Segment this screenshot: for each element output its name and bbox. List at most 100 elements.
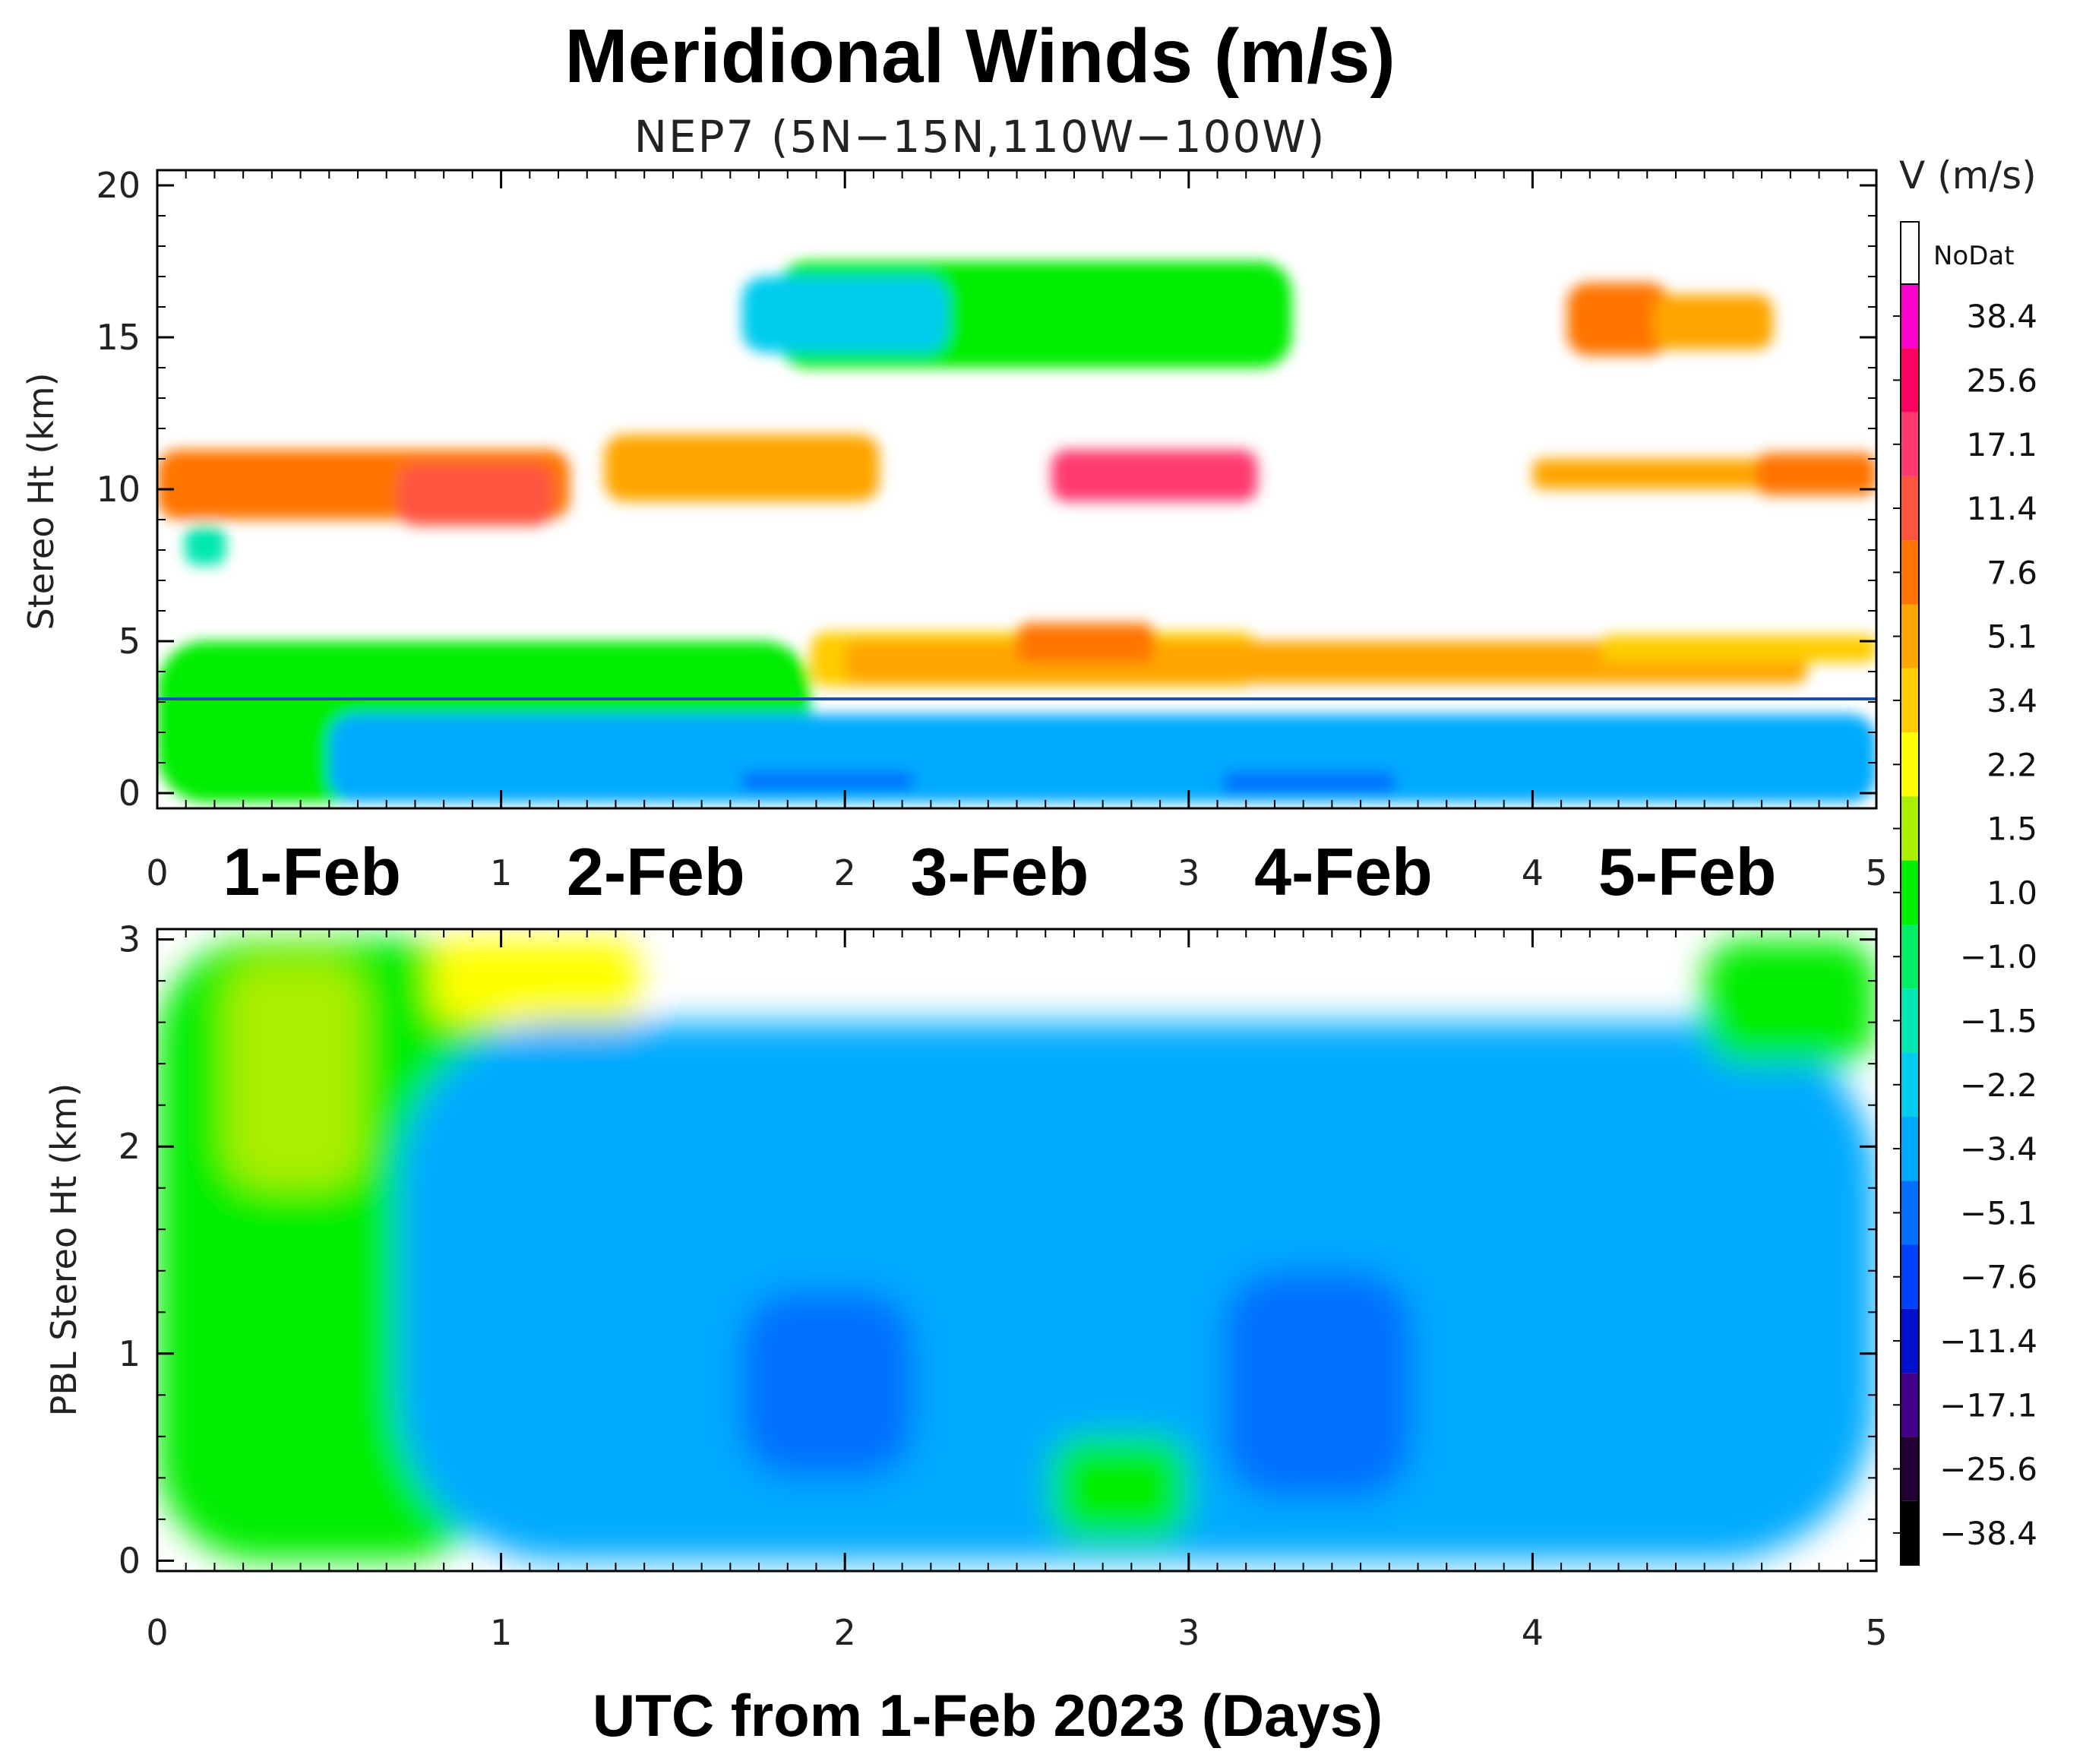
lower-y-tick-label: 0 <box>119 1540 141 1581</box>
colorbar-level-label: 1.0 <box>1987 874 2037 912</box>
upper-axis-ticks: 0 5 10 15 20 0 1 2 3 4 5 <box>96 165 1887 893</box>
colorbar-cell <box>1901 1437 1919 1501</box>
colorbar-cell <box>1901 1308 1919 1374</box>
upper-wind-region-11 <box>1652 295 1774 349</box>
colorbar-level-label: −1.0 <box>1960 938 2037 975</box>
upper-x-tick-label: 2 <box>834 852 856 893</box>
colorbar-level-label: 25.6 <box>1966 362 2037 400</box>
lower-wind-region-2 <box>226 959 364 1188</box>
upper-y-axis-label: Stereo Ht (km) <box>21 372 62 630</box>
colorbar-level-label: −17.1 <box>1939 1386 2037 1424</box>
colorbar-frame <box>1900 283 1920 1566</box>
colorbar-level-label: 38.4 <box>1966 298 2037 335</box>
upper-wind-field <box>157 261 1876 802</box>
upper-wind-region-15 <box>1051 450 1258 501</box>
colorbar-level-label: 3.4 <box>1987 682 2037 719</box>
colorbar-nodata-cell: NoDat <box>1900 221 2015 285</box>
lower-wind-region-5 <box>1223 1270 1412 1499</box>
upper-wind-region-4 <box>1223 772 1396 793</box>
upper-panel: 0 5 10 15 20 0 1 2 3 4 5 Stereo Ht (km) <box>21 165 1888 893</box>
colorbar-cell <box>1901 732 1919 797</box>
lower-y-axis-label: PBL Stereo Ht (km) <box>43 1083 84 1417</box>
day-label: 3-Feb <box>911 834 1089 909</box>
colorbar-level-label: 2.2 <box>1987 746 2037 783</box>
day-label: 4-Feb <box>1254 834 1433 909</box>
day-label: 2-Feb <box>567 834 745 909</box>
chart-title: Meridional Winds (m/s) <box>564 14 1396 99</box>
lower-axis-ticks: 0 1 2 3 0 1 2 3 4 5 <box>119 919 1888 1653</box>
day-labels: 1-Feb 2-Feb 3-Feb 4-Feb 5-Feb <box>223 834 1776 909</box>
colorbar-level-label: −1.5 <box>1960 1003 2037 1040</box>
lower-x-tick-label: 5 <box>1865 1612 1887 1653</box>
colorbar-cell <box>1901 1500 1919 1565</box>
colorbar-cell <box>1901 348 1919 413</box>
colorbar-level-label: −5.1 <box>1960 1194 2037 1231</box>
lower-x-tick-label: 2 <box>834 1612 856 1653</box>
upper-wind-region-2 <box>329 714 1876 802</box>
upper-plot-frame <box>156 169 1878 810</box>
lower-wind-region-4 <box>741 1291 914 1478</box>
colorbar-cell <box>1901 1116 1919 1181</box>
colorbar-cells: 38.4 25.6 17.1 11.4 7.6 5.1 3.4 2.2 1.5 1.0 −1.0 −1… <box>1893 283 2037 1566</box>
upper-x-tick-label: 1 <box>490 852 512 893</box>
lower-x-tick-label: 0 <box>146 1612 168 1653</box>
lower-x-tick-label: 1 <box>490 1612 512 1653</box>
colorbar-level-label: 5.1 <box>1987 618 2037 656</box>
lower-wind-region-6 <box>1051 1436 1189 1541</box>
lower-panel: 0 1 2 3 0 1 2 3 4 5 PBL Stereo Ht (km) <box>43 919 1888 1653</box>
upper-y-tick-label: 10 <box>96 469 141 510</box>
colorbar-level-label: −11.4 <box>1939 1323 2037 1360</box>
lower-y-tick-label: 1 <box>119 1333 141 1374</box>
upper-wind-region-13 <box>397 465 553 526</box>
colorbar-cell <box>1901 540 1919 605</box>
upper-wind-region-10 <box>1566 283 1671 356</box>
colorbar-cell <box>1901 604 1919 669</box>
colorbar-title: V (m/s) <box>1899 153 2037 198</box>
colorbar-cell <box>1901 1052 1919 1117</box>
colorbar-level-label: −38.4 <box>1939 1515 2037 1552</box>
colorbar-cell <box>1901 1373 1919 1437</box>
upper-y-tick-label: 15 <box>96 317 141 358</box>
colorbar-cell <box>1901 284 1919 349</box>
colorbar-level-label: 17.1 <box>1966 426 2037 463</box>
day-label: 1-Feb <box>223 834 401 909</box>
colorbar-cell <box>1901 988 1919 1053</box>
x-axis-title: UTC from 1-Feb 2023 (Days) <box>593 1682 1383 1749</box>
colorbar-level-label: −25.6 <box>1939 1451 2037 1488</box>
chart-subtitle: NEP7 (5N−15N,110W−100W) <box>634 111 1326 163</box>
lower-wind-field <box>157 939 1876 1561</box>
upper-wind-region-6 <box>1016 623 1155 662</box>
lower-x-tick-label: 3 <box>1177 1612 1200 1653</box>
colorbar-level-label: 1.5 <box>1987 811 2037 848</box>
colorbar-level-label: −2.2 <box>1960 1067 2037 1104</box>
upper-y-tick-label: 20 <box>96 165 141 206</box>
colorbar-level-label: 7.6 <box>1987 554 2037 591</box>
upper-x-tick-label: 4 <box>1522 852 1544 893</box>
colorbar-nodata-label: NoDat <box>1933 241 2015 271</box>
colorbar-cell <box>1901 1244 1919 1309</box>
upper-wind-region-17 <box>1756 453 1876 495</box>
lower-wind-region-1 <box>432 939 639 1023</box>
colorbar-cell <box>1901 668 1919 733</box>
lower-wind-region-7 <box>1704 939 1876 1064</box>
colorbar-cell <box>1901 476 1919 541</box>
colorbar-cell <box>1901 860 1919 925</box>
upper-wind-region-7 <box>1601 635 1876 662</box>
upper-wind-region-18 <box>185 526 226 565</box>
upper-wind-region-9 <box>741 277 948 352</box>
upper-y-tick-label: 5 <box>119 621 141 662</box>
lower-y-tick-label: 2 <box>119 1126 141 1167</box>
colorbar: V (m/s) NoDat 38.4 25.6 17.1 11.4 7.6 5.1 3.4 2… <box>1893 153 2037 1566</box>
lower-plot-frame <box>156 928 1878 1573</box>
colorbar-cell <box>1901 796 1919 861</box>
colorbar-cell <box>1901 925 1919 989</box>
upper-x-tick-label: 3 <box>1177 852 1200 893</box>
upper-x-tick-label: 0 <box>146 852 168 893</box>
colorbar-cell <box>1901 1181 1919 1245</box>
upper-wind-region-14 <box>604 435 880 501</box>
lower-y-tick-label: 3 <box>119 919 141 960</box>
colorbar-cell <box>1901 412 1919 476</box>
lower-x-tick-label: 4 <box>1522 1612 1544 1653</box>
colorbar-level-label: 11.4 <box>1966 490 2037 527</box>
